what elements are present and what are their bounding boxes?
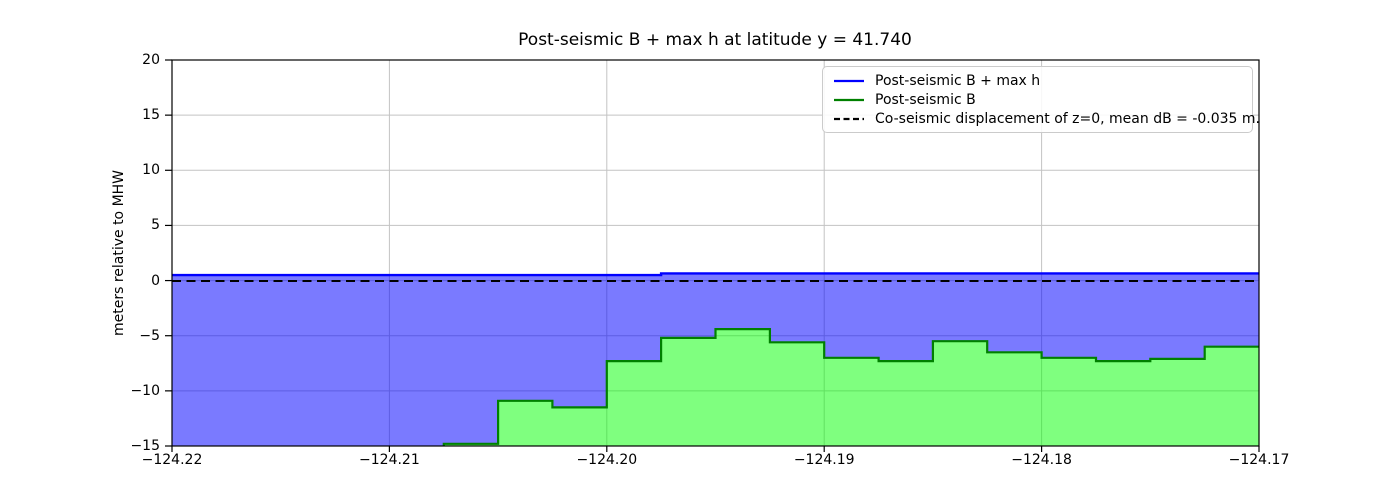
x-tick-label: −124.19 — [793, 452, 855, 468]
legend-item: Post-seismic B + max h — [832, 71, 1244, 90]
y-tick-label: 15 — [142, 107, 160, 124]
y-tick-label: −10 — [130, 382, 160, 399]
x-tick-label: −124.17 — [1228, 452, 1290, 468]
legend: Post-seismic B + max h Post-seismic B Co… — [822, 66, 1260, 133]
y-tick-label: −5 — [139, 327, 160, 344]
plot-frame — [171, 59, 1260, 447]
legend-line-swatch-green — [834, 98, 864, 101]
x-tick-label: −124.18 — [1011, 452, 1072, 468]
legend-item: Co-seismic displacement of z=0, mean dB … — [832, 109, 1260, 128]
post-seismic-b-plus-maxh-fill — [172, 273, 1259, 446]
y-axis-label: meters relative to MHW — [111, 169, 127, 337]
y-tick-label: −15 — [130, 438, 160, 454]
x-tick-label: −124.20 — [576, 452, 638, 468]
y-tick-label: 5 — [151, 217, 160, 234]
legend-item-label: Post-seismic B + max h — [875, 72, 1041, 89]
plot-title: Post-seismic B + max h at latitude y = 4… — [518, 30, 912, 50]
legend-line-swatch-dashed — [834, 117, 864, 120]
y-tick-label: 0 — [151, 272, 160, 289]
y-tick-label: 20 — [142, 52, 160, 68]
legend-line-swatch-blue — [834, 79, 864, 82]
x-tick-label: −124.21 — [359, 452, 420, 468]
legend-item-label: Post-seismic B — [875, 91, 976, 108]
legend-item: Post-seismic B — [832, 90, 1244, 109]
x-tick-label: −124.22 — [141, 452, 203, 468]
post-seismic-b-plus-maxh-line — [172, 272, 1259, 277]
legend-item-label: Co-seismic displacement of z=0, mean dB … — [875, 110, 1260, 127]
post-seismic-b-line — [442, 328, 1259, 446]
y-tick-label: 10 — [142, 162, 160, 179]
